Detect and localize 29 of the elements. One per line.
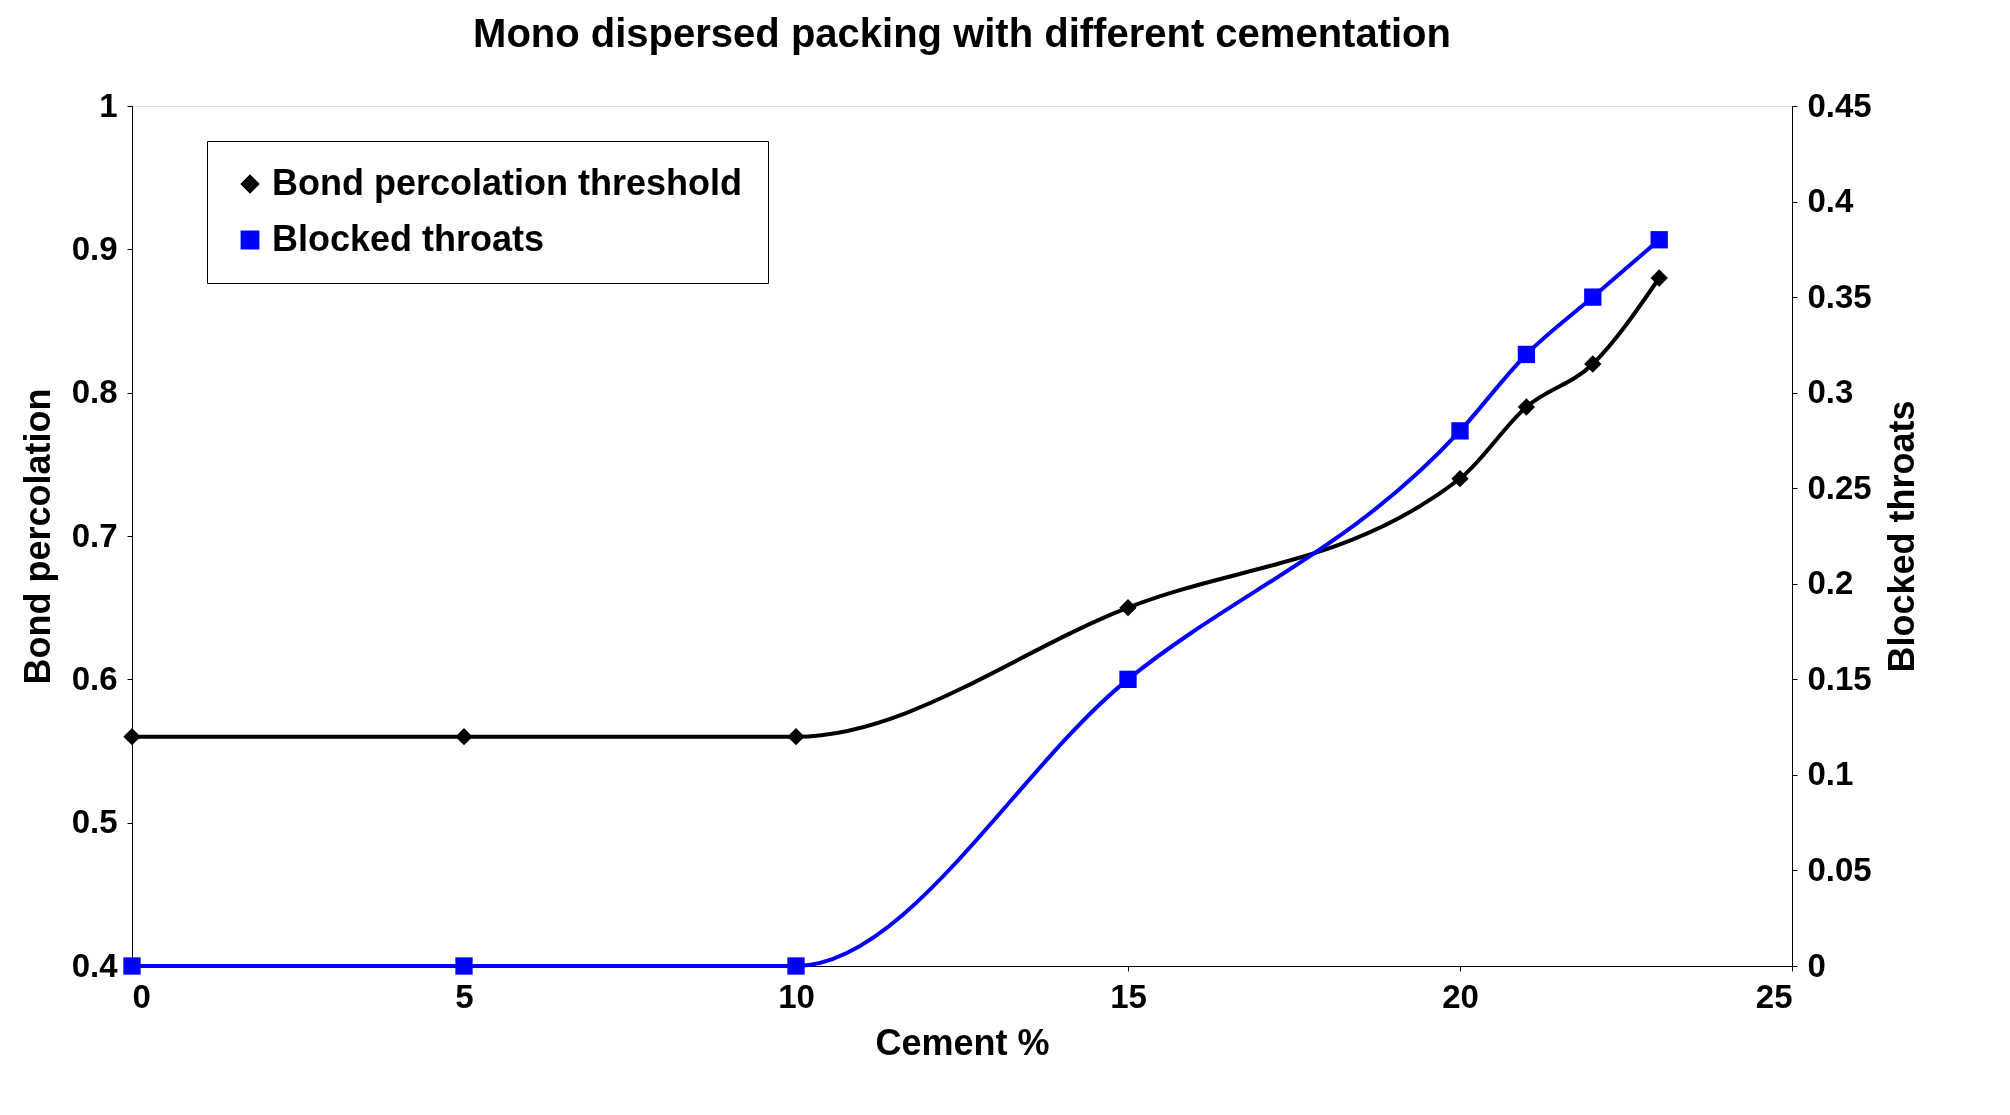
legend-label: Blocked throats xyxy=(272,218,545,259)
x-tick-label: 25 xyxy=(1755,977,1793,1015)
y2-tick-label: 0.05 xyxy=(1807,850,1872,888)
y-tick-label: 0.8 xyxy=(71,373,118,411)
x-tick-label: 0 xyxy=(132,977,151,1015)
y-axis-title: Bond percolation xyxy=(16,388,58,685)
y2-axis-title: Blocked throats xyxy=(1880,400,1922,673)
y-tick-label: 0.4 xyxy=(71,946,119,984)
y2-tick-label: 0 xyxy=(1807,946,1826,984)
x-tick-label: 5 xyxy=(455,977,474,1015)
x-tick-label: 10 xyxy=(778,977,815,1015)
y2-tick-label: 0.25 xyxy=(1807,468,1872,506)
x-tick-label: 20 xyxy=(1442,977,1479,1015)
y-tick-label: 0.6 xyxy=(71,659,118,697)
x-tick-label: 15 xyxy=(1110,977,1147,1015)
y2-tick-label: 0.2 xyxy=(1807,564,1854,602)
y-tick-label: 1 xyxy=(99,86,118,124)
y2-tick-label: 0.4 xyxy=(1807,182,1855,220)
x-axis-title: Cement % xyxy=(875,1021,1050,1063)
y2-tick-label: 0.35 xyxy=(1807,277,1872,315)
y2-tick-label: 0.3 xyxy=(1807,373,1854,411)
chart-title: Mono dispersed packing with different cementation xyxy=(473,11,1451,55)
y-tick-label: 0.7 xyxy=(71,516,118,554)
y-tick-label: 0.5 xyxy=(71,803,118,841)
y2-tick-label: 0.1 xyxy=(1807,755,1854,793)
legend-label: Bond percolation threshold xyxy=(272,162,743,203)
y2-tick-label: 0.45 xyxy=(1807,86,1872,124)
y2-tick-label: 0.15 xyxy=(1807,659,1872,697)
y-tick-label: 0.9 xyxy=(71,229,118,267)
